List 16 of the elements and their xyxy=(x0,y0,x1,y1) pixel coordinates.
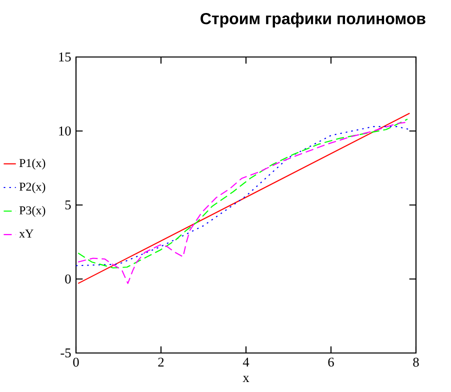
y-tick-label: 0 xyxy=(65,274,71,284)
x-tick-label: 6 xyxy=(328,358,334,367)
legend-label: xY xyxy=(19,230,34,238)
y-tick-label: 10 xyxy=(59,126,71,136)
legend-label: P3(x) xyxy=(19,206,46,217)
x-tick-label: 8 xyxy=(413,358,419,367)
y-tick-label: 5 xyxy=(65,200,71,210)
y-tick-label: -5 xyxy=(60,348,71,358)
y-tick-label: 15 xyxy=(59,52,71,62)
x-tick-label: 2 xyxy=(158,358,164,367)
x-tick-label: 0 xyxy=(73,358,79,367)
x-axis-title: x xyxy=(242,376,250,382)
legend-label: P2(x) xyxy=(19,182,46,194)
chart-title: Строим графики полиномов xyxy=(200,12,426,28)
legend-label: P1(x) xyxy=(19,158,46,170)
x-tick-label: 4 xyxy=(242,358,250,366)
